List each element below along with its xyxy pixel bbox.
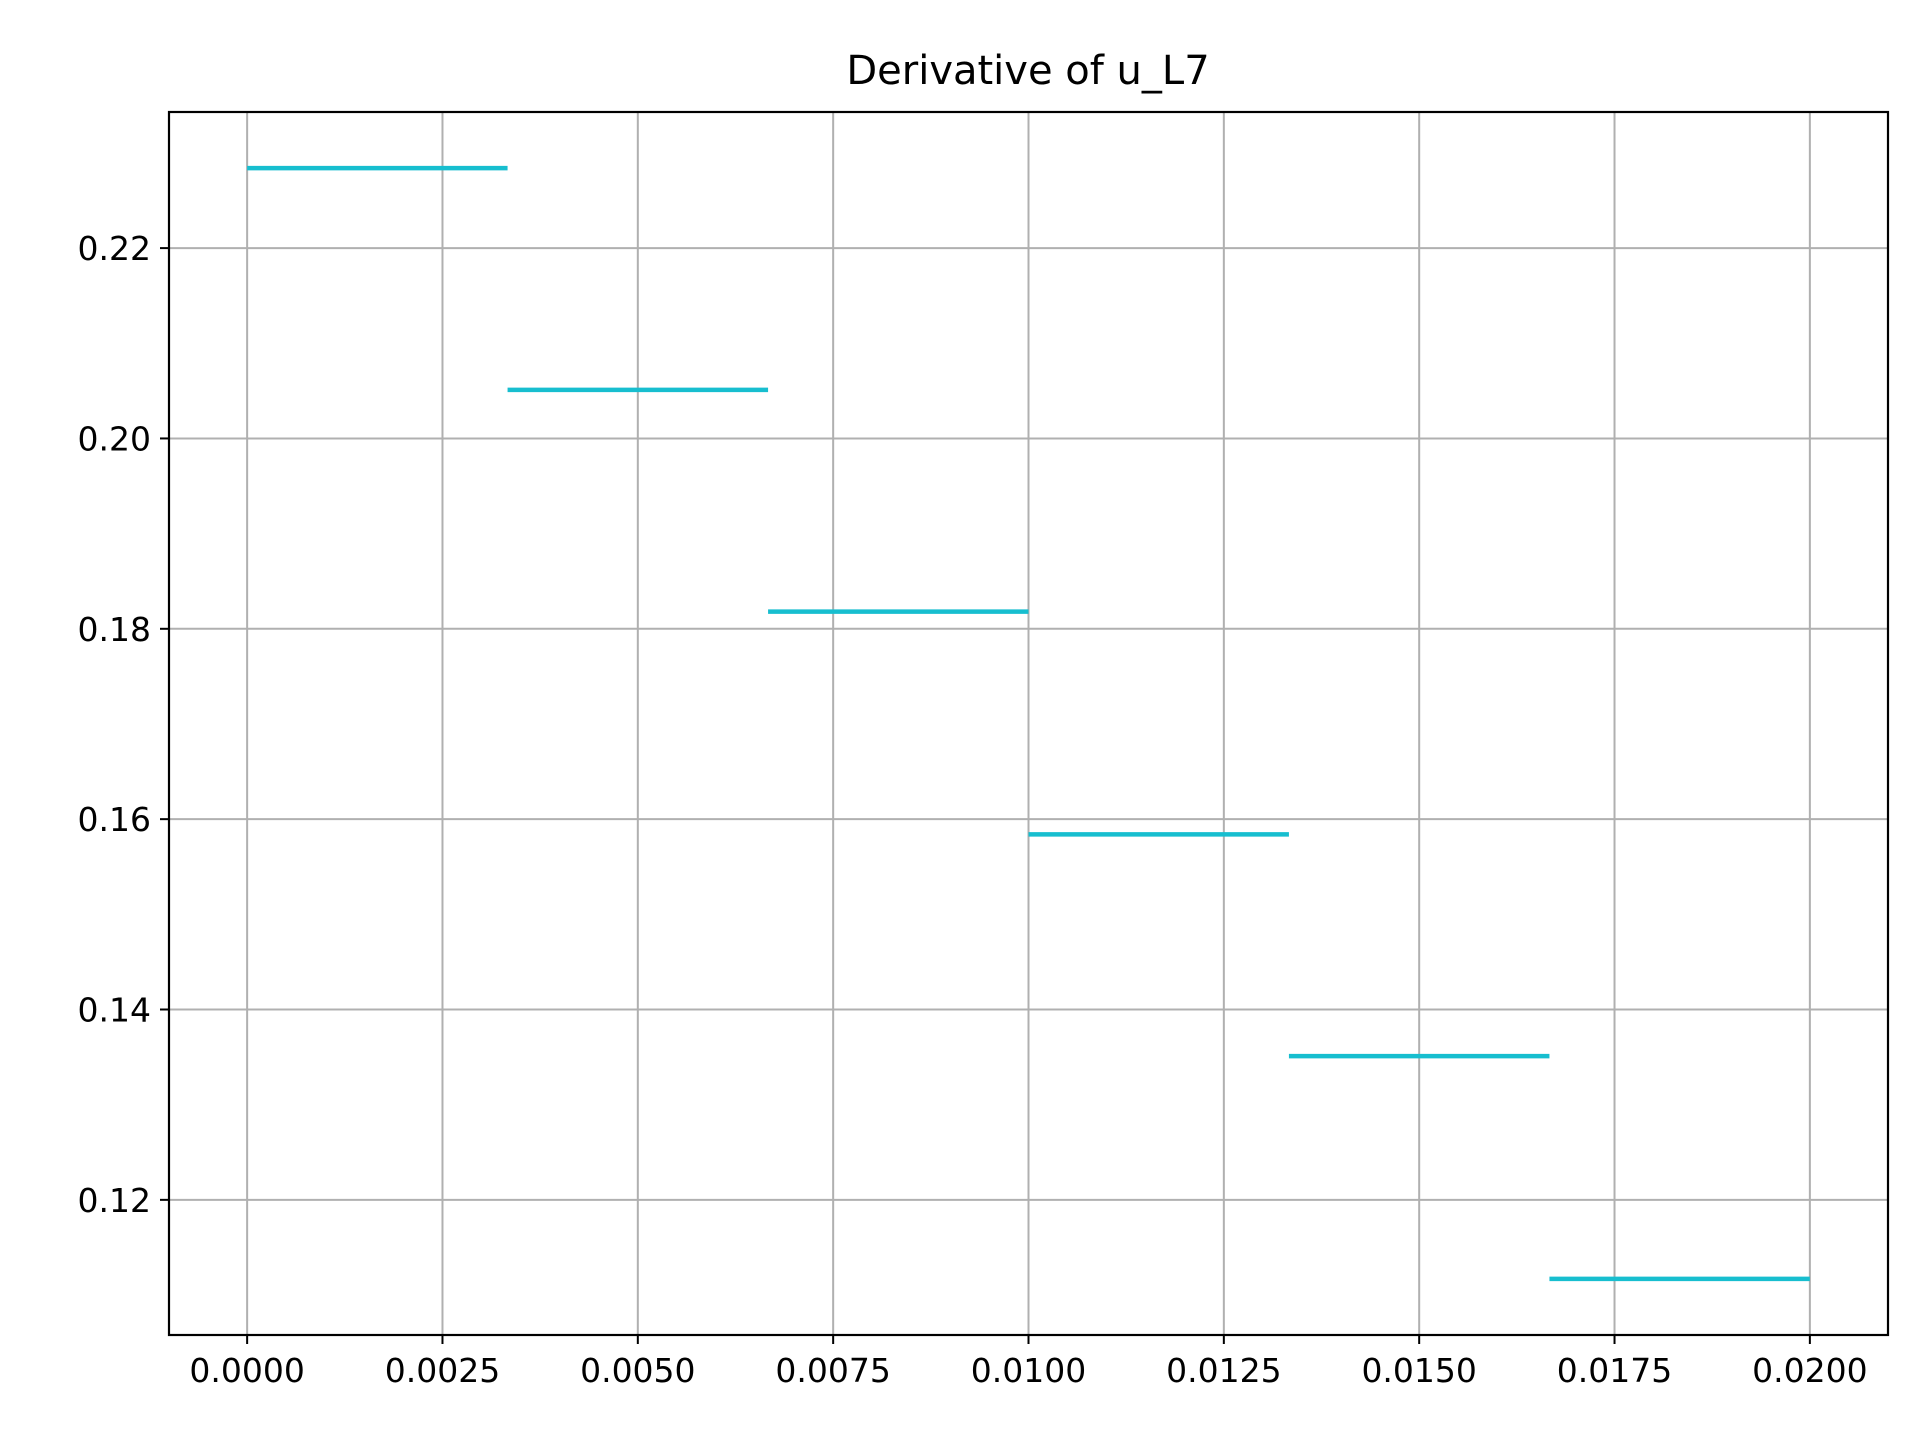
y-tick-label: 0.12: [78, 1181, 151, 1220]
data-series: [247, 165, 1810, 1282]
x-tick-label: 0.0200: [1752, 1351, 1867, 1390]
y-tick-label: 0.20: [78, 419, 151, 458]
y-tick-label: 0.18: [78, 610, 151, 649]
x-tick-label: 0.0000: [189, 1351, 304, 1390]
x-tick-label: 0.0100: [971, 1351, 1086, 1390]
x-tick-label: 0.0075: [775, 1351, 890, 1390]
x-tick-label: 0.0125: [1166, 1351, 1281, 1390]
x-tick-label: 0.0150: [1361, 1351, 1476, 1390]
x-tick-label: 0.0175: [1557, 1351, 1672, 1390]
y-tick-label: 0.14: [78, 991, 151, 1030]
y-tick-label: 0.16: [78, 800, 151, 839]
grid: [169, 112, 1888, 1335]
x-tick-label: 0.0025: [385, 1351, 500, 1390]
x-axis: 0.0000 0.0025 0.0050 0.0075 0.0100 0.0125 0.01…: [189, 1335, 1868, 1390]
chart-title: Derivative of u_L7: [846, 48, 1209, 94]
y-axis: 0.12 0.14 0.16 0.18 0.20 0.22: [78, 229, 169, 1220]
x-tick-label: 0.0050: [580, 1351, 695, 1390]
y-tick-label: 0.22: [78, 229, 151, 268]
